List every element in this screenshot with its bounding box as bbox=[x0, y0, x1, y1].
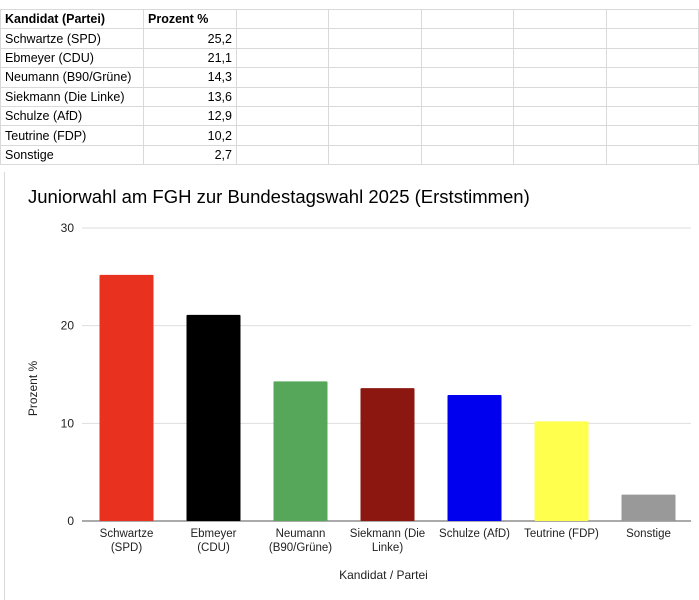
table-row: Teutrine (FDP) 10,2 bbox=[0, 125, 699, 146]
bar-6 bbox=[534, 421, 589, 521]
bar-2 bbox=[186, 314, 241, 521]
y-tick-label: 10 bbox=[61, 416, 75, 430]
x-tick-label: Teutrine (FDP) bbox=[524, 528, 599, 540]
x-tick-label: Schwartze bbox=[100, 528, 154, 540]
spreadsheet-table: Kandidat (Partei) Prozent % Schwartze (SPD… bbox=[0, 8, 699, 166]
bar-4 bbox=[360, 388, 415, 521]
x-tick-label: Schulze (AfD) bbox=[439, 528, 510, 540]
y-tick-label: 0 bbox=[67, 514, 74, 528]
bar-1 bbox=[99, 274, 154, 521]
y-tick-label: 20 bbox=[61, 319, 75, 333]
table-row: Sonstige 2,7 bbox=[0, 144, 699, 166]
x-tick-label: (CDU) bbox=[197, 542, 230, 554]
candidate-cell[interactable]: Schwartze (SPD) bbox=[0, 28, 144, 49]
bar-7 bbox=[621, 494, 676, 521]
x-tick-label: Neumann bbox=[276, 528, 326, 540]
percent-cell[interactable]: 10,2 bbox=[143, 125, 237, 146]
table-row: Ebmeyer (CDU) 21,1 bbox=[0, 47, 699, 69]
x-tick-label: (B90/Grüne) bbox=[269, 542, 332, 554]
y-axis-label: Prozent % bbox=[26, 360, 40, 416]
y-tick-label: 30 bbox=[61, 221, 75, 235]
table-row: Neumann (B90/Grüne) 14,3 bbox=[0, 67, 699, 88]
empty-cell[interactable] bbox=[605, 144, 699, 166]
x-tick-label: Ebmeyer bbox=[190, 528, 236, 540]
bar-5 bbox=[447, 395, 502, 521]
x-axis-label: Kandidat / Partei bbox=[339, 568, 428, 582]
table-row: Schwartze (SPD) 25,2 bbox=[0, 28, 699, 49]
empty-cell[interactable] bbox=[605, 125, 699, 146]
x-tick-label: Linke) bbox=[372, 542, 403, 554]
x-tick-label: (SPD) bbox=[111, 542, 142, 554]
bar-3 bbox=[273, 381, 328, 521]
percent-cell[interactable]: 25,2 bbox=[143, 28, 237, 49]
table-header-row: Kandidat (Partei) Prozent % bbox=[0, 8, 699, 30]
chart-title: Juniorwahl am FGH zur Bundestagswahl 202… bbox=[28, 186, 530, 207]
x-tick-label: Siekmann (Die bbox=[350, 528, 425, 540]
x-tick-label: Sonstige bbox=[626, 528, 671, 540]
candidate-cell[interactable]: Teutrine (FDP) bbox=[0, 125, 144, 146]
